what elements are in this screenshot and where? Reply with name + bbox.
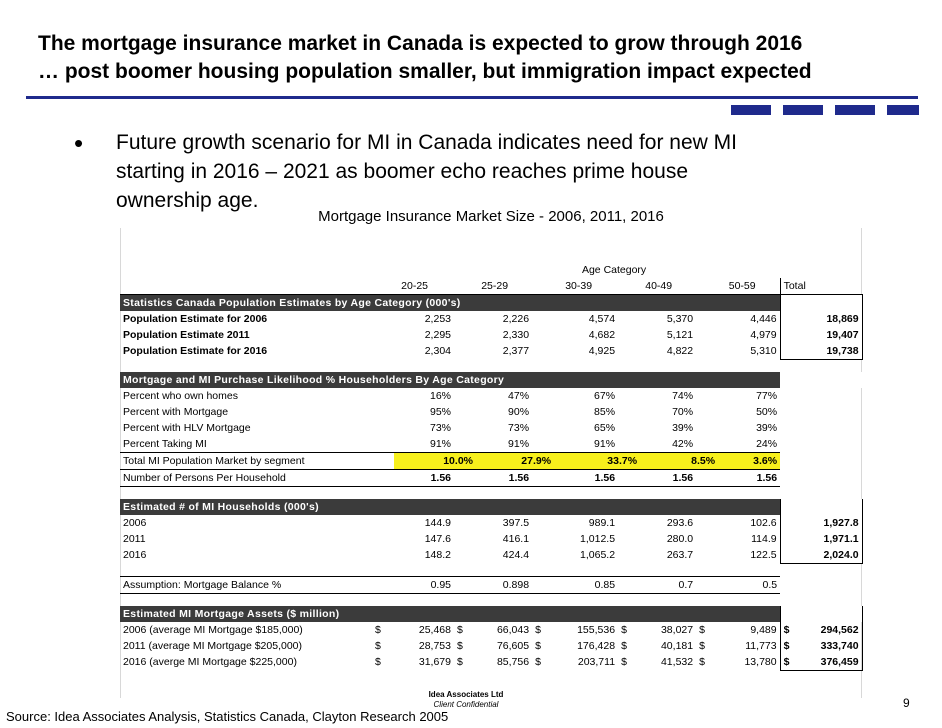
bullet-line: Future growth scenario for MI in Canada … xyxy=(116,131,737,154)
table-border-right xyxy=(861,228,862,698)
table-row: Percent with Mortgage 95% 90% 85% 70% 50… xyxy=(123,406,778,418)
table-row: Population Estimate for 2016 2,304 2,377… xyxy=(120,343,863,360)
age-header: 50-59 xyxy=(696,278,781,295)
bullet-icon: • xyxy=(74,128,84,158)
total-header: Total xyxy=(779,278,863,295)
table-title: Mortgage Insurance Market Size - 2006, 2… xyxy=(318,208,664,225)
company-footer: Idea Associates Ltd Client Confidential xyxy=(396,690,536,710)
highlight-cell: 27.9% xyxy=(476,452,555,470)
table-row: 2011 147.6 416.1 1,012.5 280.0 114.9 1,9… xyxy=(120,531,863,547)
table-row: Number of Persons Per Household 1.56 1.5… xyxy=(120,469,862,487)
section-header: Statistics Canada Population Estimates b… xyxy=(120,294,863,311)
table-row: 2016 (averge MI Mortgage $225,000) $31,6… xyxy=(120,654,863,671)
accent-dash xyxy=(731,105,771,115)
page-number: 9 xyxy=(903,696,910,710)
table-row: Assumption: Mortgage Balance % 0.95 0.89… xyxy=(120,576,862,594)
table-row: 2006 (average MI Mortgage $185,000) $25,… xyxy=(120,622,863,638)
section-header: Estimated MI Mortgage Assets ($ million) xyxy=(120,606,863,622)
highlight-cell: 8.5% xyxy=(640,452,719,470)
bullet-text: Future growth scenario for MI in Canada … xyxy=(116,128,836,215)
confidential-label: Client Confidential xyxy=(433,700,499,709)
slide-title: The mortgage insurance market in Canada … xyxy=(38,30,928,86)
accent-dash xyxy=(835,105,875,115)
table-row: 2006 144.9 397.5 989.1 293.6 102.6 1,927… xyxy=(120,515,863,531)
company-name: Idea Associates Ltd xyxy=(428,690,504,699)
table-row: Percent who own homes 16% 47% 67% 74% 77… xyxy=(123,390,778,402)
bullet-line: ownership age. xyxy=(116,189,259,212)
source-note: Source: Idea Associates Analysis, Statis… xyxy=(6,709,449,724)
title-line-2: … post boomer housing population smaller… xyxy=(38,60,812,83)
age-header-row: 20-25 25-29 30-39 40-49 50-59 Total xyxy=(120,278,863,295)
table-row: Total MI Population Market by segment 10… xyxy=(120,452,862,470)
age-header: 25-29 xyxy=(454,278,533,295)
accent-dash xyxy=(783,105,823,115)
table-row: Population Estimate for 2006 2,253 2,226… xyxy=(120,311,863,327)
accent-dash xyxy=(887,105,919,115)
highlight-cell: 10.0% xyxy=(394,452,476,470)
bullet-line: starting in 2016 – 2021 as boomer echo r… xyxy=(116,160,689,183)
highlight-cell: 3.6% xyxy=(718,452,781,470)
age-category-row: Age Category xyxy=(120,262,862,278)
mi-market-table: Age Category 20-25 25-29 30-39 40-49 50-… xyxy=(120,262,863,671)
table-row: 2011 (average MI Mortgage $205,000) $28,… xyxy=(120,638,863,654)
age-header: 30-39 xyxy=(532,278,619,295)
age-category-label: Age Category xyxy=(581,264,647,276)
title-rule xyxy=(26,96,918,99)
table-row: 2016 148.2 424.4 1,065.2 263.7 122.5 2,0… xyxy=(120,547,863,564)
table-row: Percent with HLV Mortgage 73% 73% 65% 39… xyxy=(123,422,778,434)
table-row: Population Estimate 2011 2,295 2,330 4,6… xyxy=(120,327,863,343)
section-header: Estimated # of MI Households (000's) xyxy=(120,499,863,515)
highlight-cell: 33.7% xyxy=(554,452,641,470)
table-row: Percent Taking MI 91% 91% 91% 42% 24% xyxy=(123,438,778,450)
age-header: 20-25 xyxy=(372,278,454,295)
title-line-1: The mortgage insurance market in Canada … xyxy=(38,32,803,55)
age-header: 40-49 xyxy=(618,278,697,295)
section-header: Mortgage and MI Purchase Likelihood % Ho… xyxy=(120,372,863,388)
